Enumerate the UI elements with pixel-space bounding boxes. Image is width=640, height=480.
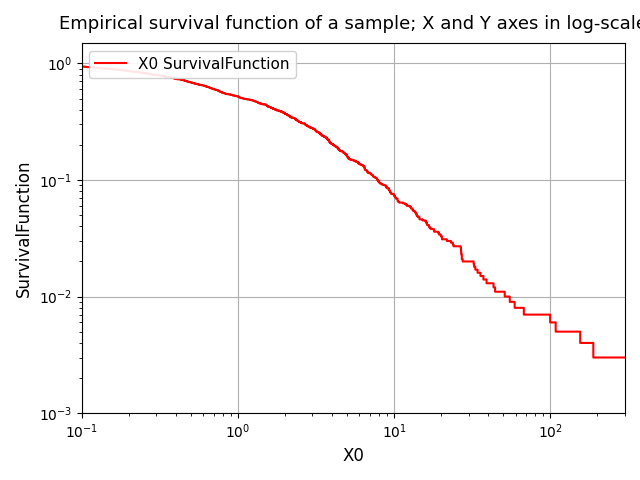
Title: Empirical survival function of a sample; X and Y axes in log-scale: Empirical survival function of a sample;…: [60, 15, 640, 33]
Y-axis label: SurvivalFunction: SurvivalFunction: [15, 159, 33, 297]
X-axis label: X0: X0: [342, 447, 364, 465]
X0 SurvivalFunction: [335, 146, 342, 152]
X0 SurvivalFunction: [152, 72, 159, 78]
Line: X0 SurvivalFunction: X0 SurvivalFunction: [0, 63, 640, 413]
X0 SurvivalFunction: [324, 137, 332, 143]
X0 SurvivalFunction: [77, 60, 85, 66]
X0 SurvivalFunction: [364, 169, 371, 175]
X0 SurvivalFunction: [78, 64, 86, 70]
X0 SurvivalFunction: [413, 212, 420, 218]
Legend: X0 SurvivalFunction: X0 SurvivalFunction: [89, 50, 296, 78]
